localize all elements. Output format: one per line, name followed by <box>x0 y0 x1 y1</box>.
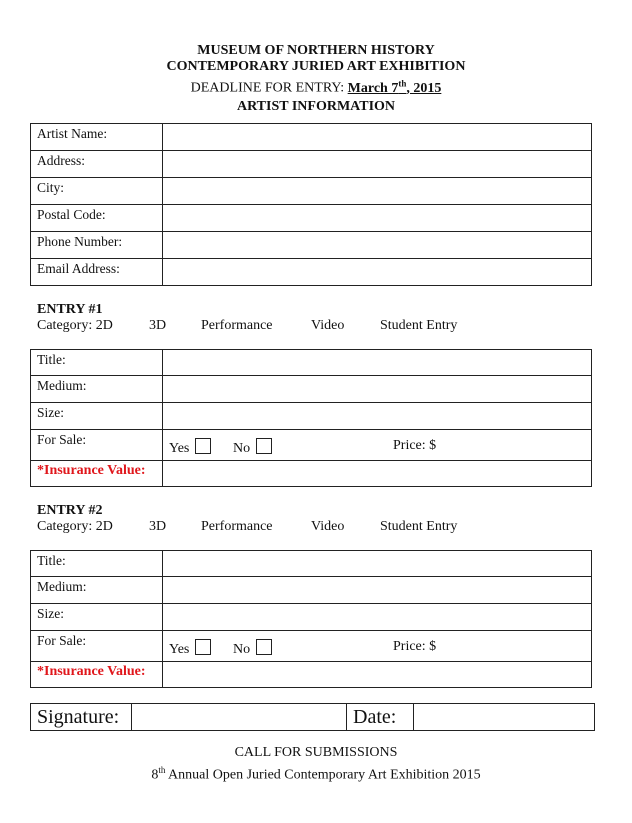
insurance-input[interactable] <box>162 661 592 688</box>
deadline: DEADLINE FOR ENTRY: March 7th, 2015 <box>0 75 632 97</box>
field-input[interactable] <box>162 150 592 178</box>
footer-call: CALL FOR SUBMISSIONS <box>234 745 398 760</box>
no-checkbox[interactable] <box>256 438 273 454</box>
field-label: City: <box>30 177 163 205</box>
entry-title: ENTRY #1 <box>37 302 103 317</box>
artist-row: Artist Name: <box>30 123 592 151</box>
field-input[interactable] <box>162 349 592 376</box>
field-input[interactable] <box>162 603 592 631</box>
entry-table: Title: Medium: Size: For Sale: Yes No Price… <box>30 349 592 487</box>
field-label: Size: <box>30 402 163 430</box>
footer-line: 8th Annual Open Juried Contemporary Art … <box>0 762 632 784</box>
field-label: Medium: <box>30 375 163 403</box>
artist-row: City: <box>30 177 592 205</box>
category-option[interactable]: Video <box>311 318 345 333</box>
field-label: Title: <box>30 550 163 577</box>
no-option[interactable]: No <box>233 639 273 657</box>
footer-rest: Annual Open Juried Contemporary Art Exhi… <box>165 767 481 783</box>
price-label: Price: $ <box>393 438 437 453</box>
field-label: Address: <box>30 150 163 178</box>
deadline-month: March 7 <box>347 80 399 96</box>
field-label: Postal Code: <box>30 204 163 232</box>
category-option[interactable]: Student Entry <box>380 519 458 534</box>
org-title: MUSEUM OF NORTHERN HISTORY <box>197 43 435 58</box>
field-input[interactable] <box>162 123 592 151</box>
no-option[interactable]: No <box>233 438 273 456</box>
category-2d[interactable]: Category: 2D <box>37 318 113 333</box>
artist-section-title: ARTIST INFORMATION <box>236 99 396 114</box>
category-option[interactable]: Performance <box>201 318 273 333</box>
date-field[interactable] <box>413 703 595 731</box>
field-label: Phone Number: <box>30 231 163 259</box>
yes-checkbox[interactable] <box>195 438 212 454</box>
signature-label: Signature: <box>30 703 132 731</box>
footer-sup: th <box>158 765 166 775</box>
yes-option[interactable]: Yes <box>169 438 212 456</box>
category-option[interactable]: 3D <box>149 519 167 534</box>
yes-label: Yes <box>169 642 190 657</box>
for-sale-options: Yes No Price: $ <box>162 429 592 461</box>
for-sale-label: For Sale: <box>30 630 163 662</box>
signature-table: Signature: Date: <box>30 703 595 731</box>
artist-row: Postal Code: <box>30 204 592 232</box>
date-label: Date: <box>346 703 414 731</box>
category-option[interactable]: Performance <box>201 519 273 534</box>
entry-table: Title: Medium: Size: For Sale: Yes No Price… <box>30 550 592 688</box>
field-input[interactable] <box>162 177 592 205</box>
yes-checkbox[interactable] <box>195 639 212 655</box>
field-input[interactable] <box>162 402 592 430</box>
field-label: Title: <box>30 349 163 376</box>
field-input[interactable] <box>162 258 592 286</box>
for-sale-label: For Sale: <box>30 429 163 461</box>
deadline-label: DEADLINE FOR ENTRY: <box>190 80 348 96</box>
artist-row: Phone Number: <box>30 231 592 259</box>
artist-row: Email Address: <box>30 258 592 286</box>
field-label: Medium: <box>30 576 163 604</box>
category-option[interactable]: Student Entry <box>380 318 458 333</box>
no-checkbox[interactable] <box>256 639 273 655</box>
category-2d[interactable]: Category: 2D <box>37 519 113 534</box>
category-option[interactable]: 3D <box>149 318 167 333</box>
field-label: Email Address: <box>30 258 163 286</box>
category-option[interactable]: Video <box>311 519 345 534</box>
no-label: No <box>233 642 251 657</box>
exhibition-title: CONTEMPORARY JURIED ART EXHIBITION <box>166 59 466 74</box>
entry-title: ENTRY #2 <box>37 503 103 518</box>
field-input[interactable] <box>162 375 592 403</box>
insurance-label: *Insurance Value: <box>30 460 163 487</box>
no-label: No <box>233 441 251 456</box>
artist-row: Address: <box>30 150 592 178</box>
field-input[interactable] <box>162 576 592 604</box>
yes-label: Yes <box>169 441 190 456</box>
footer-num: 8 <box>151 767 159 783</box>
for-sale-options: Yes No Price: $ <box>162 630 592 662</box>
field-label: Artist Name: <box>30 123 163 151</box>
field-label: Size: <box>30 603 163 631</box>
field-input[interactable] <box>162 550 592 577</box>
price-label: Price: $ <box>393 639 437 654</box>
artist-table: Artist Name: Address: City: Postal Code: Pho… <box>30 123 592 286</box>
deadline-year: , 2015 <box>406 80 442 96</box>
insurance-input[interactable] <box>162 460 592 487</box>
field-input[interactable] <box>162 204 592 232</box>
field-input[interactable] <box>162 231 592 259</box>
deadline-sup: th <box>398 78 407 88</box>
insurance-label: *Insurance Value: <box>30 661 163 688</box>
yes-option[interactable]: Yes <box>169 639 212 657</box>
signature-field[interactable] <box>131 703 347 731</box>
